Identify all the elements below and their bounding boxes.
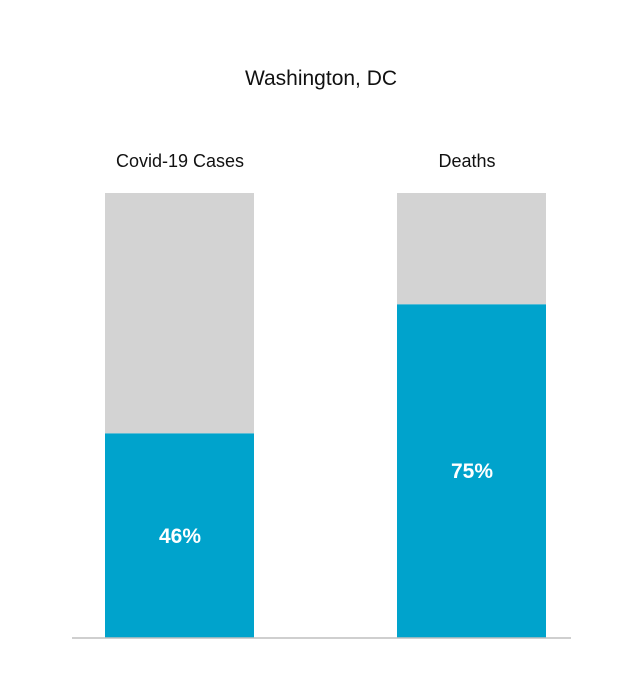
category-label-deaths: Deaths bbox=[438, 151, 495, 171]
bar-share-deaths bbox=[397, 304, 546, 638]
bar-share-covid-19-cases bbox=[105, 433, 254, 638]
chart-title: Washington, DC bbox=[245, 67, 397, 90]
bar-remainder-covid-19-cases bbox=[105, 193, 254, 434]
category-label-covid-19-cases: Covid-19 Cases bbox=[116, 151, 244, 171]
data-label-deaths: 75% bbox=[451, 460, 493, 483]
bars-group bbox=[105, 193, 546, 638]
bar-remainder-deaths bbox=[397, 193, 546, 305]
data-label-covid-19-cases: 46% bbox=[159, 525, 201, 548]
